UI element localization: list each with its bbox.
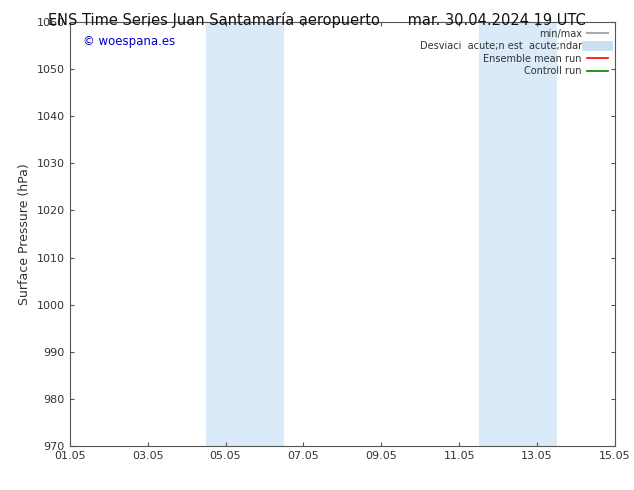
Bar: [206, 22, 284, 446]
Text: ENS Time Series Juan Santamaría aeropuerto      mar. 30.04.2024 19 UTC: ENS Time Series Juan Santamaría aeropuer…: [48, 12, 586, 28]
Bar: [479, 22, 557, 446]
Text: © woespana.es: © woespana.es: [83, 35, 176, 48]
Legend: min/max, Desviaci  acute;n est  acute;ndar, Ensemble mean run, Controll run: min/max, Desviaci acute;n est acute;ndar…: [416, 25, 612, 80]
Y-axis label: Surface Pressure (hPa): Surface Pressure (hPa): [18, 163, 31, 305]
